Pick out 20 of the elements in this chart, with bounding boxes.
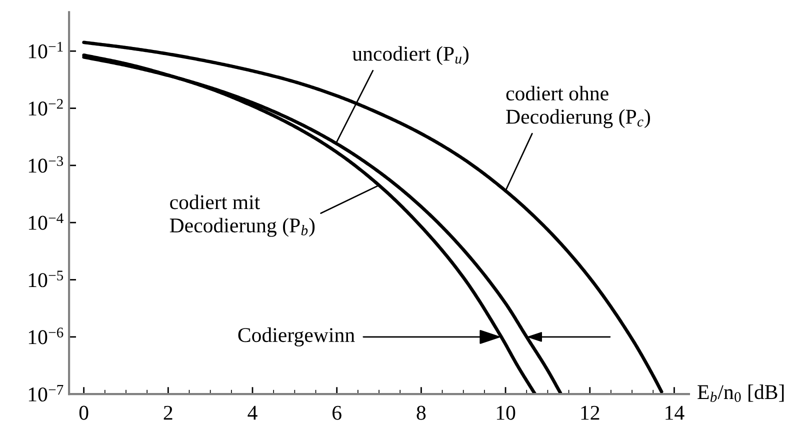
x-tick-label: 4: [248, 406, 258, 420]
x-axis-title: E$_{b}$/n$_{0}$ [dB]: [698, 384, 784, 402]
x-tick-label: 14: [666, 406, 684, 420]
x-tick-label: 0: [79, 406, 88, 420]
x-tick-label: 2: [164, 406, 172, 420]
x-tick-label: 8: [416, 406, 426, 420]
x-tick-label: 6: [332, 406, 342, 420]
y-tick-label: 10$^{−4}$: [28, 213, 64, 230]
y-tick-label: 10$^{−3}$: [28, 156, 64, 173]
y-tick-label: 10$^{−7}$: [28, 385, 64, 402]
annotation: uncodiert (P$_{u}$): [352, 46, 468, 66]
y-tick-label: 10$^{−5}$: [28, 270, 64, 288]
y-tick-label: 10$^{−1}$: [28, 42, 63, 58]
x-tick-label: 12: [581, 406, 600, 420]
x-tick-label: 10: [496, 406, 516, 420]
annotation: codiert mit Decodierung (P$_{b}$): [170, 194, 315, 237]
annotation: codiert ohne Decodierung (P$_{c}$): [506, 86, 650, 128]
y-tick-label: 10$^{−2}$: [28, 99, 63, 116]
y-tick-label: 10$^{−6}$: [28, 328, 64, 344]
annotation: Codiergewinn: [238, 327, 355, 346]
